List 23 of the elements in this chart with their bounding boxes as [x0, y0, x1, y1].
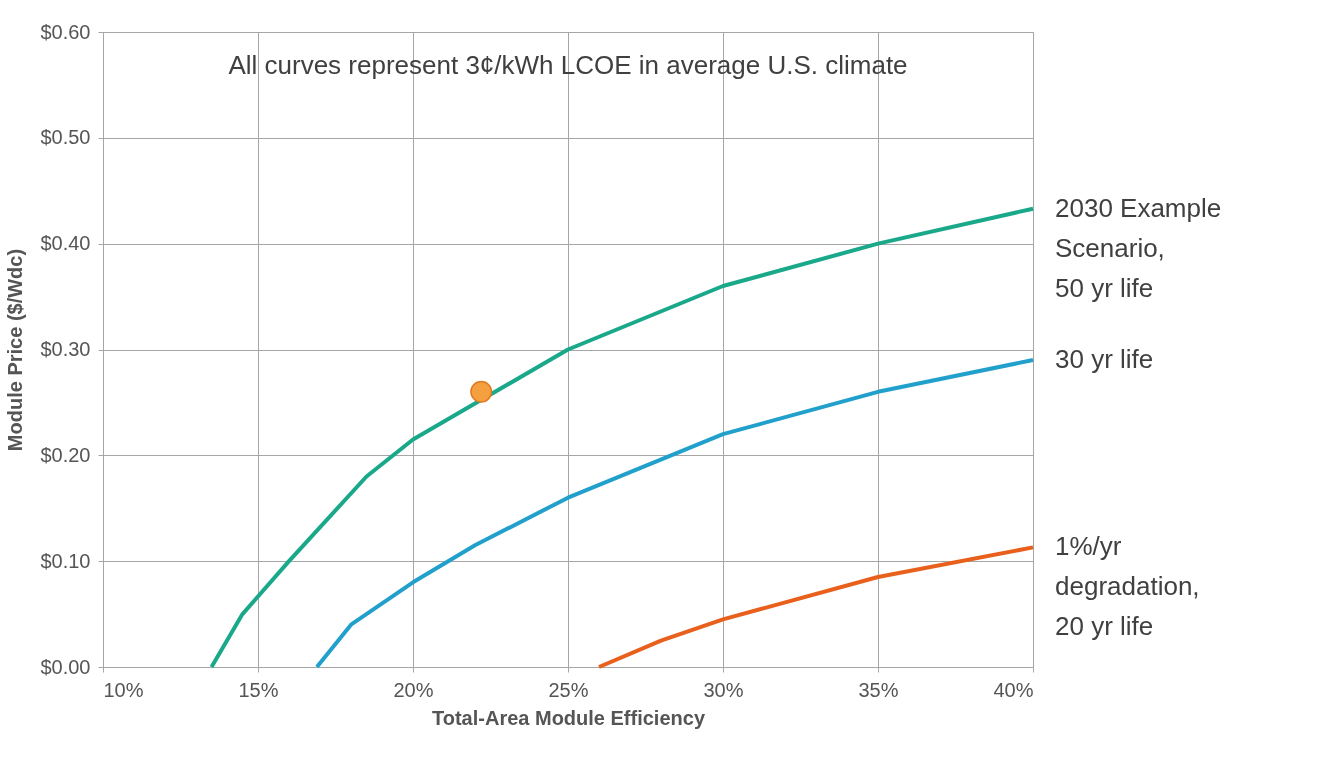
x-axis-title: Total-Area Module Efficiency [431, 706, 706, 729]
line-series [314, 358, 1035, 669]
y-tick-label: $0.50 [40, 126, 91, 149]
series-label: 30 yr life [1055, 344, 1154, 375]
y-tick-label: $0.40 [40, 232, 91, 255]
y-tick-label: $0.00 [40, 655, 91, 678]
series-label: 2030 Example Scenario, 50 yr life [1055, 192, 1222, 303]
x-tick-label: 30% [703, 678, 744, 701]
x-tick-label: 15% [238, 678, 279, 701]
x-tick-label: 40% [993, 678, 1034, 701]
line-series [209, 206, 1035, 669]
x-tick-label: 35% [858, 678, 899, 701]
line-series [597, 545, 1035, 669]
x-tick-label: 10% [103, 678, 144, 701]
x-tick-label: 25% [548, 678, 589, 701]
annotation: All curves represent 3¢/kWh LCOE in average U.S. climate [228, 50, 908, 80]
series-label: 1%/yr degradation, 20 yr life [1055, 531, 1200, 642]
y-tick-label: $0.10 [40, 549, 91, 572]
y-tick-label: $0.60 [40, 20, 91, 43]
x-tick-label: 20% [393, 678, 434, 701]
y-axis-title: Module Price ($/Wdc) [4, 248, 27, 452]
y-tick-label: $0.20 [40, 443, 91, 466]
y-tick-label: $0.30 [40, 338, 91, 360]
